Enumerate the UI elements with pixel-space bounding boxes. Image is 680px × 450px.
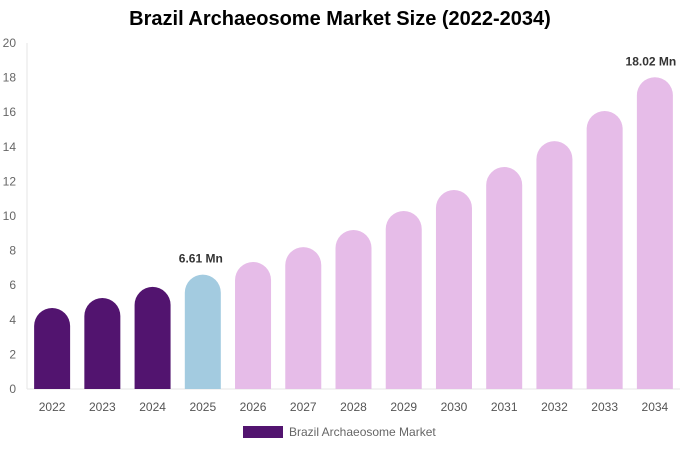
- x-tick-label: 2029: [390, 400, 417, 414]
- x-tick-label: 2033: [591, 400, 618, 414]
- bar-2023: [84, 298, 121, 389]
- data-label: 18.02 Mn: [626, 54, 677, 68]
- legend-label: Brazil Archaeosome Market: [289, 425, 436, 439]
- bar-2028: [335, 230, 372, 389]
- y-tick-label: 4: [9, 313, 16, 327]
- y-tick-label: 16: [3, 105, 17, 119]
- bar-2031: [486, 167, 523, 389]
- legend-swatch: [243, 426, 283, 438]
- bar-2025: [184, 274, 221, 389]
- bar-2024: [134, 286, 171, 389]
- bar-2032: [536, 141, 573, 389]
- y-tick-label: 20: [3, 36, 17, 50]
- y-tick-label: 18: [3, 71, 17, 85]
- bar-2030: [435, 190, 472, 389]
- x-tick-label: 2023: [89, 400, 116, 414]
- bar-2029: [385, 210, 422, 389]
- data-label: 6.61 Mn: [179, 252, 223, 266]
- bar-2034: [636, 77, 673, 389]
- x-tick-label: 2034: [642, 400, 669, 414]
- y-tick-label: 10: [3, 209, 17, 223]
- y-tick-label: 8: [9, 244, 16, 258]
- bar-2022: [34, 308, 71, 389]
- x-tick-label: 2025: [189, 400, 216, 414]
- x-tick-label: 2026: [240, 400, 267, 414]
- x-tick-label: 2030: [441, 400, 468, 414]
- bar-2033: [586, 110, 623, 389]
- chart-title: Brazil Archaeosome Market Size (2022-203…: [129, 8, 551, 30]
- y-tick-label: 2: [9, 347, 16, 361]
- x-tick-label: 2024: [139, 400, 166, 414]
- x-tick-label: 2032: [541, 400, 568, 414]
- bar-2027: [285, 247, 322, 389]
- y-tick-label: 0: [9, 382, 16, 396]
- bar-2026: [235, 262, 272, 389]
- legend[interactable]: Brazil Archaeosome Market: [243, 425, 436, 439]
- y-tick-label: 14: [3, 140, 17, 154]
- x-tick-label: 2031: [491, 400, 518, 414]
- x-tick-label: 2022: [39, 400, 66, 414]
- x-tick-label: 2028: [340, 400, 367, 414]
- x-tick-label: 2027: [290, 400, 317, 414]
- y-tick-label: 12: [3, 174, 17, 188]
- y-tick-label: 6: [9, 278, 16, 292]
